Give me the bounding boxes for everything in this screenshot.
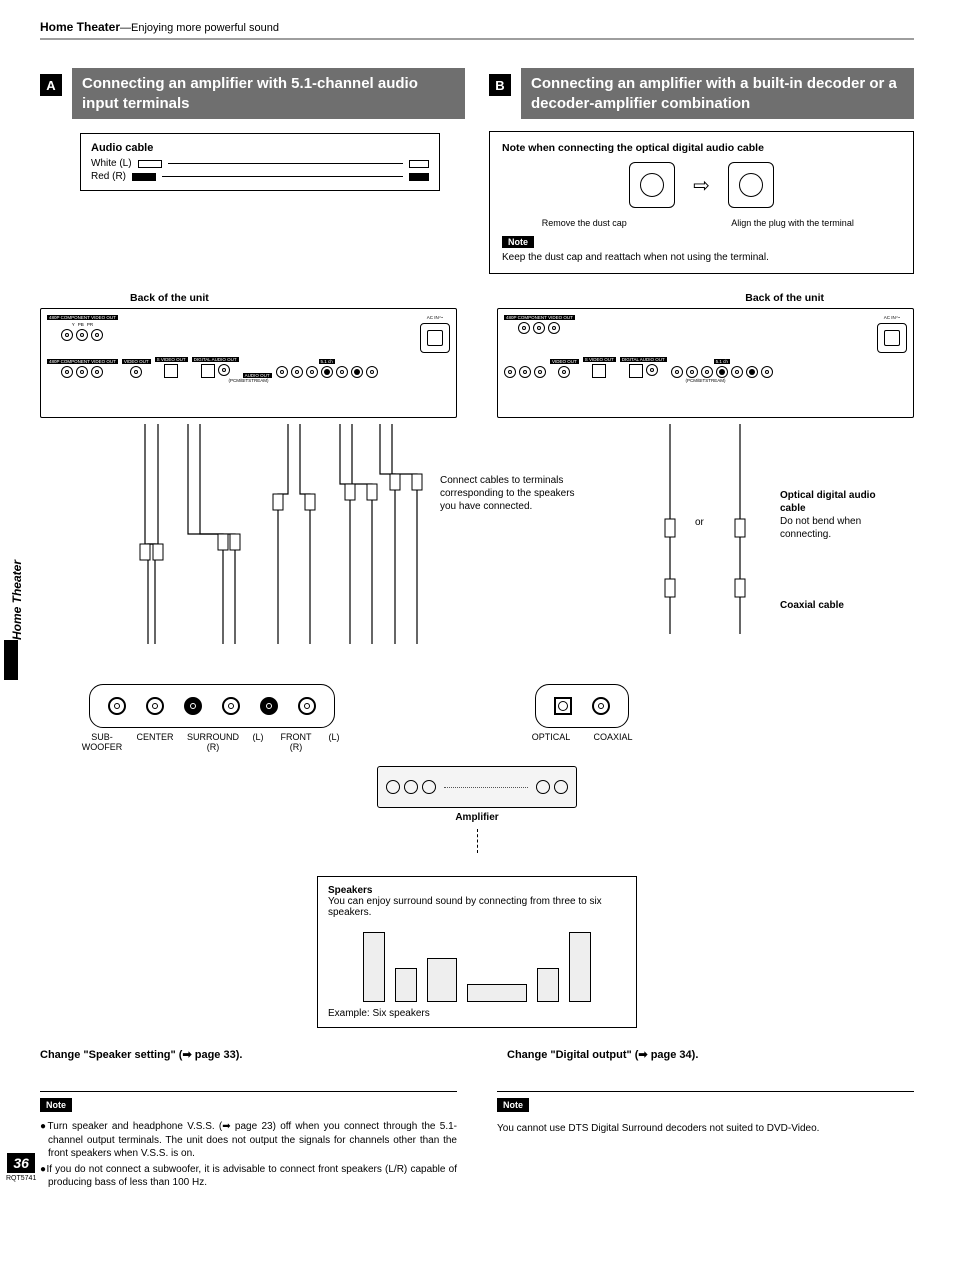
header-title: Home Theater	[40, 20, 120, 34]
connect-note: Connect cables to terminals correspondin…	[440, 474, 580, 513]
speakers-box: Speakers You can enjoy surround sound by…	[317, 876, 637, 1028]
lbl: VIDEO OUT	[550, 359, 579, 364]
lbl: 480P COMPONENT VIDEO OUT	[47, 359, 118, 364]
side-tab: Home Theater	[10, 560, 24, 640]
white-label: White (L)	[91, 158, 132, 169]
speakers-example: Example: Six speakers	[328, 1008, 626, 1019]
side-tab-marker	[4, 640, 18, 680]
amplifier-box: Amplifier	[377, 766, 577, 823]
lbl: DIGITAL AUDIO OUT	[620, 357, 667, 362]
keep-cap-text: Keep the dust cap and reattach when not …	[502, 252, 901, 263]
lbl: DIGITAL AUDIO OUT	[192, 357, 239, 362]
wiring-svg	[40, 424, 920, 684]
cable-line	[162, 176, 403, 177]
section-a: A Connecting an amplifier with 5.1-chann…	[40, 68, 465, 274]
audio-cable-title: Audio cable	[91, 142, 429, 154]
section-b-title: Connecting an amplifier with a built-in …	[521, 68, 914, 119]
red-label: Red (R)	[91, 171, 126, 182]
lbl-center: CENTER	[132, 732, 178, 752]
lbl-surr: SURROUND (R)	[186, 732, 240, 752]
note-badge: Note	[40, 1098, 72, 1112]
note-badge: Note	[502, 236, 534, 248]
note-badge: Note	[497, 1098, 529, 1112]
lbl-pcm: (PCM/BITSTREAM)	[47, 378, 450, 383]
speakers-text: You can enjoy surround sound by connecti…	[328, 896, 626, 918]
lbl: 5.1 ch	[319, 359, 335, 364]
ac-in-icon	[420, 323, 450, 353]
unit-back-b: 480P COMPONENT VIDEO OUT AC IN〜 VIDEO OU…	[497, 308, 914, 418]
back-of-unit-a: Back of the unit	[130, 292, 209, 304]
lbl-acin: AC IN〜	[427, 315, 444, 321]
lbl-component: 480P COMPONENT VIDEO OUT	[47, 315, 118, 320]
cable-line	[168, 163, 403, 164]
change-digital-output: Change "Digital output" (➡ page 34).	[507, 1048, 914, 1061]
page-code: RQT5741	[6, 1175, 36, 1182]
plug-red-icon	[132, 173, 156, 181]
speaker-icon	[537, 968, 559, 1002]
coaxial-cable-label: Coaxial cable	[780, 599, 844, 612]
lbl-optical: OPTICAL	[524, 732, 578, 742]
speaker-icon	[569, 932, 591, 1002]
page-number: 36	[7, 1153, 35, 1173]
speaker-icon	[395, 968, 417, 1002]
plug-white-icon	[138, 160, 162, 168]
or-text: or	[695, 516, 704, 529]
lbl-frr: FRONT (R)	[276, 732, 316, 752]
terminal-box-b	[535, 684, 629, 728]
lbl: 480P COMPONENT VIDEO OUT	[504, 315, 575, 320]
lbl: S VIDEO OUT	[155, 357, 188, 362]
header-subtitle: —Enjoying more powerful sound	[120, 22, 279, 34]
lbl-y: Y	[72, 322, 75, 327]
badge-a: A	[40, 74, 62, 96]
unit-back-a: 480P COMPONENT VIDEO OUT YPBPR AC IN〜 48…	[40, 308, 457, 418]
amplifier-label: Amplifier	[377, 812, 577, 823]
terminal-open-icon	[728, 162, 774, 208]
subwoofer-icon	[427, 958, 457, 1002]
optical-cable-title: Optical digital audio cable	[780, 490, 876, 514]
lbl: (PCM/BITSTREAM)	[504, 378, 907, 383]
page-header: Home Theater—Enjoying more powerful soun…	[40, 20, 914, 40]
wiring-diagram: Back of the unit Back of the unit 480P C…	[40, 292, 914, 1028]
arrow-icon: ⇨	[693, 173, 710, 198]
change-speaker-setting: Change "Speaker setting" (➡ page 33).	[40, 1048, 447, 1061]
section-b: B Connecting an amplifier with a built-i…	[489, 68, 914, 274]
align-plug-label: Align the plug with the terminal	[731, 218, 861, 228]
lbl: VIDEO OUT	[122, 359, 151, 364]
note-a1: ●Turn speaker and headphone V.S.S. (➡ pa…	[40, 1120, 457, 1161]
note-col-a: Note ●Turn speaker and headphone V.S.S. …	[40, 1091, 457, 1190]
terminal-capped-icon	[629, 162, 675, 208]
page-number-block: 36 RQT5741	[6, 1153, 36, 1182]
lbl: AC IN〜	[884, 315, 901, 321]
lbl-surl: (L)	[248, 732, 268, 752]
lbl: 5.1 ch	[714, 359, 730, 364]
speakers-title: Speakers	[328, 885, 626, 896]
lbl-pb: PB	[78, 322, 84, 327]
plug-end-icon	[409, 173, 429, 181]
back-of-unit-b: Back of the unit	[745, 292, 824, 304]
optical-note-title: Note when connecting the optical digital…	[502, 142, 901, 154]
audio-cable-box: Audio cable White (L) Red (R)	[80, 133, 440, 191]
note-col-b: Note You cannot use DTS Digital Surround…	[497, 1091, 914, 1190]
speaker-icon	[363, 932, 385, 1002]
lbl: S VIDEO OUT	[583, 357, 616, 362]
lbl-pr: PR	[87, 322, 93, 327]
optical-note-box: Note when connecting the optical digital…	[489, 131, 914, 274]
note-b: You cannot use DTS Digital Surround deco…	[497, 1122, 914, 1136]
terminal-box-a	[89, 684, 335, 728]
lbl-sub: SUB- WOOFER	[80, 732, 124, 752]
lbl-coaxial: COAXIAL	[586, 732, 640, 742]
ac-in-icon	[877, 323, 907, 353]
section-a-title: Connecting an amplifier with 5.1-channel…	[72, 68, 465, 119]
badge-b: B	[489, 74, 511, 96]
plug-end-icon	[409, 160, 429, 168]
center-speaker-icon	[467, 984, 527, 1002]
lbl-frl: (L)	[324, 732, 344, 752]
note-a2: ●If you do not connect a subwoofer, it i…	[40, 1163, 457, 1190]
remove-cap-label: Remove the dust cap	[542, 218, 652, 228]
optical-cable-note: Do not bend when connecting.	[780, 516, 861, 540]
